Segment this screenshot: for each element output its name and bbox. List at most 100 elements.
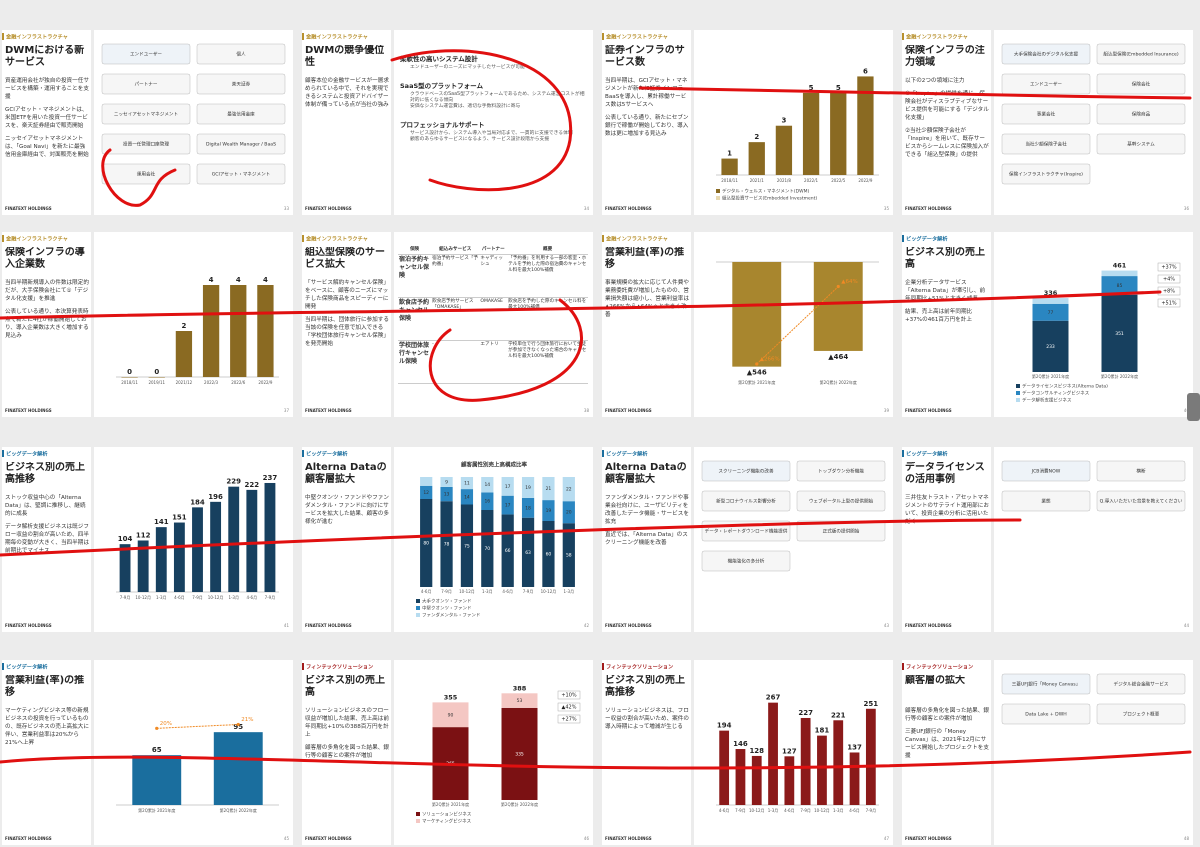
slide-title: ビジネス別の売上高 xyxy=(905,247,985,270)
diagram-label: 横断 xyxy=(1136,468,1146,475)
footer-logo: FINATEXT HOLDINGS xyxy=(905,408,952,413)
slide-title-text: 保険インフラの注力領域 xyxy=(905,45,985,68)
bar xyxy=(817,735,827,805)
slide-title: ビジネス別の売上高推移 xyxy=(605,675,685,698)
x-tick-label: 第2Q累計 2022年度 xyxy=(501,801,538,807)
bar-segment xyxy=(521,517,535,587)
table-cell: OMAKASE xyxy=(479,297,508,341)
value-label: 2 xyxy=(754,133,759,141)
x-tick-label: 4-6月 xyxy=(784,808,795,813)
segment-label: 80 xyxy=(423,541,429,547)
slide-body: 事業規模の拡大に応じて人件費や業務委託費が増加したものの、営業損失額は縮小し、営… xyxy=(605,280,689,318)
slide-title: 証券インフラのサービス数 xyxy=(605,45,689,69)
x-tick-label: 4-6月 xyxy=(174,595,185,600)
x-tick-label: 4-6月 xyxy=(719,808,730,813)
value-label: 267 xyxy=(766,694,781,702)
bar-segment xyxy=(460,477,474,490)
rate-label: ▲266% xyxy=(760,356,780,362)
x-tick-label: 4-6月 xyxy=(247,595,258,600)
diagram-label: ニッセイアセットマネジメント xyxy=(114,112,178,118)
growth-badge xyxy=(1157,298,1181,308)
legend-swatch xyxy=(416,812,420,816)
bar xyxy=(119,544,131,592)
segment-label: 20 xyxy=(566,510,572,516)
slide-body: 当四半期新規導入の件数は限定的だが、大手保険会社にて①「デジタル化支援」を推進公… xyxy=(5,280,89,339)
slide-title: 営業利益(率)の推移 xyxy=(605,247,689,271)
diagram-box xyxy=(1001,490,1091,512)
slide-body: 顧客層の多角化を図った結果、銀行等の顧客との案件が増加三菱UFJ銀行の「Mone… xyxy=(905,708,989,759)
body-paragraph: 以下の2つの領域に注力 xyxy=(905,78,965,84)
diagram-label: トップダウン分析機能 xyxy=(818,468,864,475)
red-circle xyxy=(428,298,583,402)
slide-title-box: ビジネス別の売上高 xyxy=(305,675,389,699)
value-label: 95 xyxy=(233,723,243,731)
rate-marker xyxy=(755,362,759,366)
segment-label: 13 xyxy=(444,492,450,498)
tag-marker xyxy=(2,450,4,457)
section-tag: 金融インフラストラクチャ xyxy=(5,33,68,41)
bar-segment xyxy=(1101,270,1138,277)
slide-body: 顧客本位の金融サービスが一層求められている中で、それを実現できるシステムと投資ア… xyxy=(305,78,389,108)
section-tag: 金融インフラストラクチャ xyxy=(605,235,668,243)
slide-title-text: DWMにおける新サービス xyxy=(5,45,85,68)
rate-marker xyxy=(155,726,159,730)
slide-title-box: 営業利益(率)の推移 xyxy=(5,675,89,699)
table-cell: 宿泊予約キャンセル保険 xyxy=(398,254,432,298)
slide-title: Alterna Dataの顧客層拡大 xyxy=(305,462,387,485)
segment-label: 18 xyxy=(525,505,531,511)
tag-marker xyxy=(902,33,904,40)
table-header: 保険 xyxy=(398,246,432,255)
diagram-box xyxy=(1001,133,1091,155)
diagram-box xyxy=(796,490,886,512)
scroll-handle[interactable] xyxy=(1187,393,1200,421)
slide-title: データライセンスの活用事例 xyxy=(905,462,985,485)
growth-badge xyxy=(557,690,581,700)
bar-segment xyxy=(460,489,474,505)
diagram-box xyxy=(796,520,886,542)
body-paragraph: マーケティングビジネス等の新規ビジネスの投資を行っているものの、既存ビジネスの売… xyxy=(5,708,89,746)
red-circle xyxy=(101,148,177,207)
bar xyxy=(175,331,193,377)
bar xyxy=(813,262,863,351)
bar-segment xyxy=(1101,276,1138,295)
rate-marker xyxy=(236,722,240,727)
table-header: 組込みサービス xyxy=(431,246,480,255)
slide-title-box: 証券インフラのサービス数 xyxy=(605,45,689,69)
body-paragraph: 当四半期は、GCIアセット・マネジメントが新たに証券インフラBaaSを導入し、累… xyxy=(605,78,688,108)
diagram-label: エンドユーザー xyxy=(1030,82,1062,88)
slide-body: 三井住友トラスト・アセットマネジメントのサテライト運用部において、投資企業の分析… xyxy=(905,495,989,525)
x-tick-label: 2018/11 xyxy=(721,178,738,183)
slide-title: 保険インフラの注力領域 xyxy=(905,45,985,68)
bar-segment xyxy=(460,504,474,587)
bar-segment xyxy=(440,486,453,502)
slide-title-box: 営業利益(率)の推移 xyxy=(605,247,689,271)
slide-title-box: 顧客層の拡大 xyxy=(905,675,989,687)
section-tag: ビッグデータ解析 xyxy=(306,450,348,458)
diagram-box xyxy=(101,73,191,95)
bar-segment xyxy=(501,477,514,496)
slide-body-box: 以下の2つの領域に注力 ①「Inspire」の提供を通じ、保険会社がディスラプティ… xyxy=(905,77,989,159)
diagram-label: 投資一任管理口座管理 xyxy=(123,141,169,148)
slide-body: ソリューションビジネスは、フロー収益の割合が高いため、案件の導入時期によって増減… xyxy=(605,707,689,731)
bar xyxy=(768,702,778,805)
bar xyxy=(784,756,795,805)
slide-title-text: 組込型保険のサービス拡大 xyxy=(305,247,385,270)
text-slide xyxy=(602,232,691,417)
diagram-label: データ・レポートダウンロード機能提供 xyxy=(705,528,788,535)
x-tick-label: 2019/11 xyxy=(148,380,165,385)
table-header-row: 保険 組込みサービス パートナー 概要 xyxy=(398,246,588,255)
legend-swatch xyxy=(416,606,420,610)
value-label: 146 xyxy=(733,740,748,748)
diagram-box xyxy=(196,103,286,125)
x-tick-label: 2021/12 xyxy=(176,380,193,385)
value-label: 2 xyxy=(181,322,186,330)
slide-body-box: ソリューションビジネスは、フロー収益の割合が高いため、案件の導入時期によって増減… xyxy=(605,707,689,731)
segment-label: 77 xyxy=(1048,310,1054,316)
value-label: 6 xyxy=(863,67,868,75)
growth-label: +37% xyxy=(1161,265,1177,271)
slide-title-box: DWMの競争優位性 xyxy=(305,45,389,69)
x-tick-label: 2021/1 xyxy=(750,178,765,183)
rate-line xyxy=(756,286,839,365)
legend-swatch xyxy=(1016,391,1020,395)
table-header: 概要 xyxy=(507,246,588,255)
